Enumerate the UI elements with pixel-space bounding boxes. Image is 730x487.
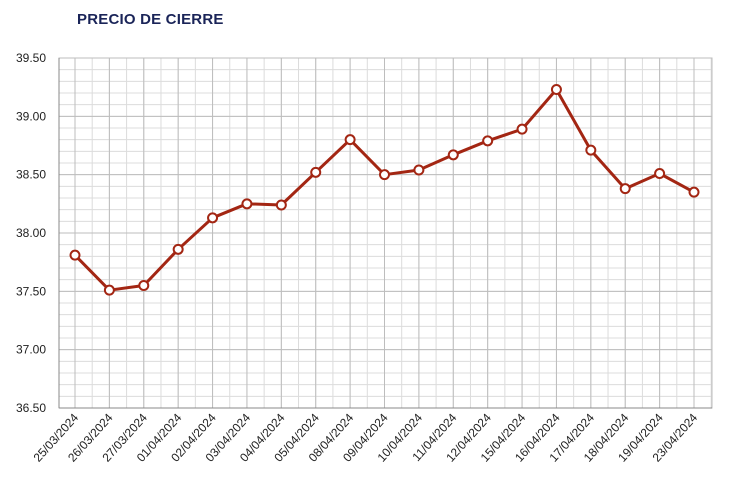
data-point	[241, 198, 253, 210]
data-point	[585, 144, 597, 156]
data-point	[447, 149, 459, 161]
y-tick-label: 39.50	[16, 51, 46, 65]
data-point	[516, 123, 528, 135]
y-tick-label: 38.50	[16, 168, 46, 182]
y-tick-label: 36.50	[16, 401, 46, 415]
axis	[58, 57, 713, 409]
y-axis-ticks: 36.50 37.00 37.50 38.00 38.50 39.00 39.50	[16, 51, 46, 415]
data-point	[172, 243, 184, 255]
data-point	[654, 168, 666, 179]
y-tick-label: 37.50	[16, 284, 46, 298]
data-point	[103, 284, 115, 296]
data-point	[413, 164, 425, 176]
y-tick-label: 38.00	[16, 226, 46, 240]
data-point	[482, 135, 494, 147]
data-point	[275, 199, 287, 211]
chart-title: PRECIO DE CIERRE	[77, 11, 224, 28]
data-point	[379, 169, 390, 181]
grid-major	[59, 57, 712, 409]
data-point	[207, 212, 219, 224]
y-tick-label: 37.00	[16, 343, 46, 357]
data-point	[69, 249, 81, 261]
data-point	[138, 280, 150, 291]
data-point	[310, 166, 322, 178]
data-point	[688, 186, 700, 198]
data-point	[344, 134, 356, 146]
data-point	[619, 183, 631, 195]
data-point	[550, 84, 562, 95]
y-tick-label: 39.00	[16, 109, 46, 123]
x-axis-ticks: 25/03/202426/03/202427/03/202401/04/2024…	[31, 410, 701, 464]
series	[69, 84, 700, 296]
